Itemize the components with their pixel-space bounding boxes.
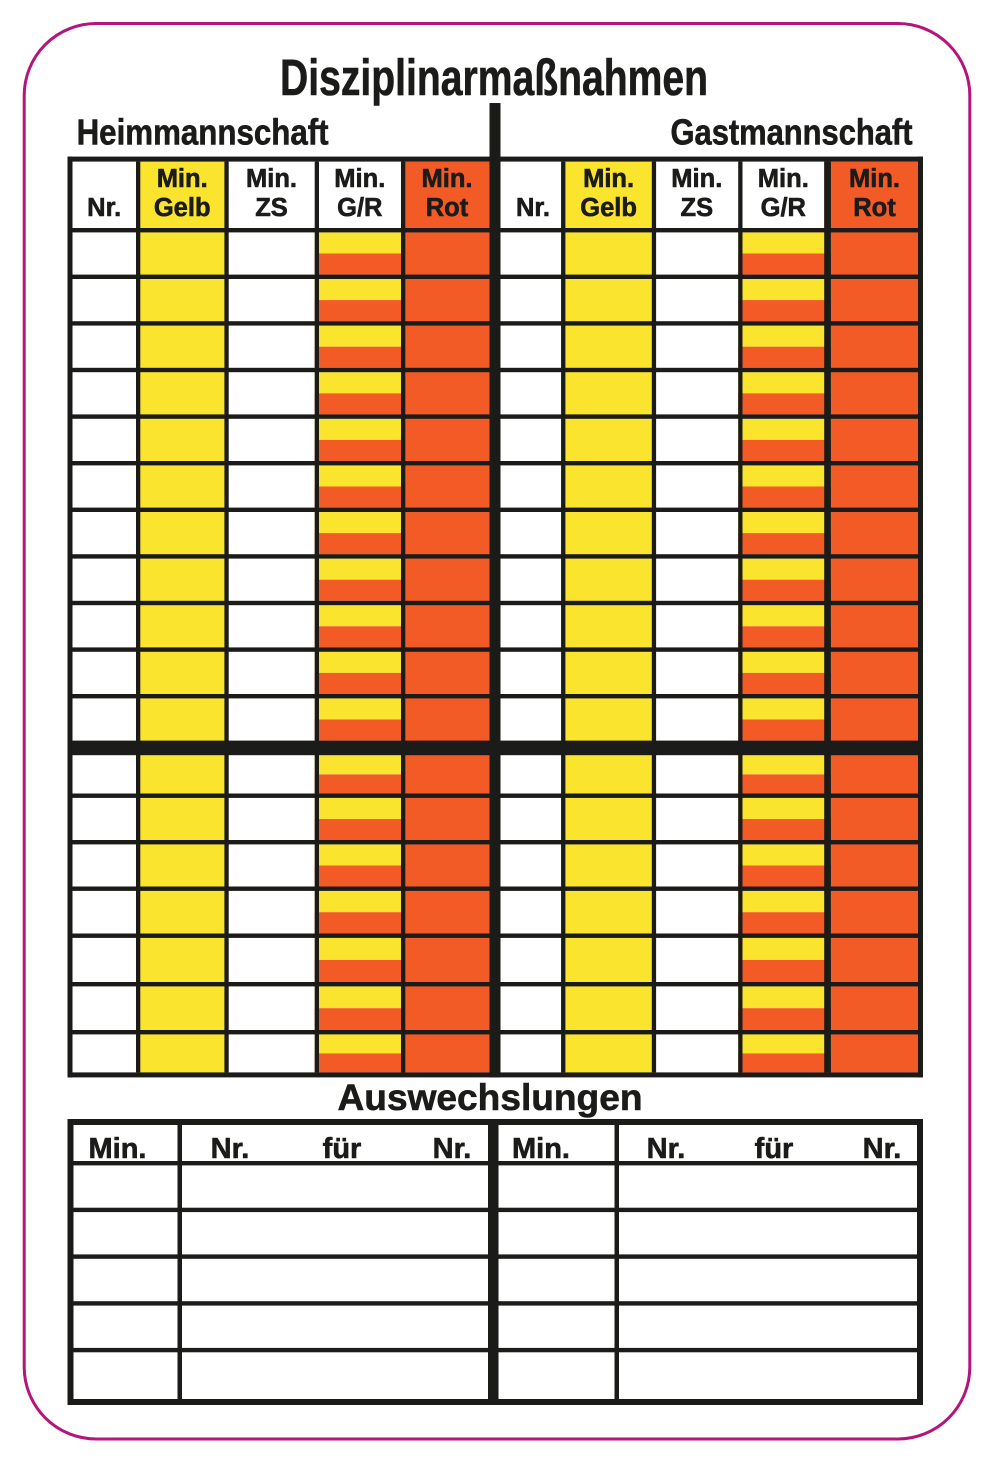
svg-text:Nr.: Nr. — [211, 1133, 250, 1165]
svg-text:Gelb: Gelb — [580, 194, 637, 222]
svg-text:G/R: G/R — [761, 194, 806, 222]
svg-text:für: für — [755, 1133, 794, 1165]
svg-text:Min.: Min. — [422, 165, 473, 193]
svg-text:Min.: Min. — [334, 165, 385, 193]
svg-text:ZS: ZS — [255, 194, 288, 222]
svg-text:Nr.: Nr. — [433, 1133, 472, 1165]
svg-text:Disziplinarmaßnahmen: Disziplinarmaßnahmen — [280, 49, 708, 106]
svg-text:Gelb: Gelb — [154, 194, 211, 222]
svg-text:Min.: Min. — [758, 165, 809, 193]
svg-text:Gastmannschaft: Gastmannschaft — [671, 112, 913, 153]
svg-text:Nr.: Nr. — [647, 1133, 686, 1165]
svg-text:Rot: Rot — [853, 194, 896, 222]
svg-text:für: für — [323, 1133, 362, 1165]
svg-text:Rot: Rot — [426, 194, 469, 222]
svg-text:Heimmannschaft: Heimmannschaft — [77, 112, 329, 153]
svg-text:Min.: Min. — [512, 1133, 570, 1165]
svg-text:Min.: Min. — [671, 165, 722, 193]
svg-text:Min.: Min. — [849, 165, 900, 193]
svg-text:Min.: Min. — [583, 165, 634, 193]
svg-text:Min.: Min. — [157, 165, 208, 193]
svg-text:Min.: Min. — [89, 1133, 147, 1165]
svg-text:Nr.: Nr. — [87, 194, 121, 222]
svg-text:ZS: ZS — [681, 194, 714, 222]
svg-text:Auswechslungen: Auswechslungen — [338, 1077, 643, 1118]
svg-text:G/R: G/R — [337, 194, 382, 222]
svg-text:Nr.: Nr. — [863, 1133, 902, 1165]
svg-text:Nr.: Nr. — [516, 194, 550, 222]
svg-text:Min.: Min. — [246, 165, 297, 193]
